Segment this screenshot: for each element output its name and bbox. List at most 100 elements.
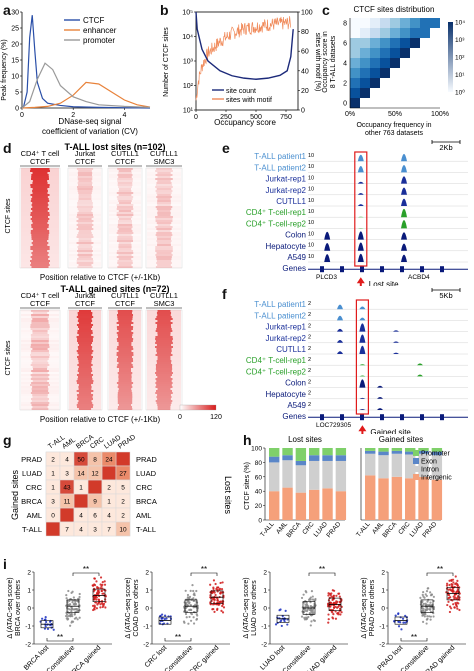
panel-d-heat-row [118,246,132,248]
panel-d-heat-bg [21,336,59,338]
panel-d-heat-bg [21,398,59,400]
panel-d-heat-row [30,310,50,312]
panel-d-heat-row [30,200,50,202]
panel-d-heat-bg [147,408,181,410]
panel-c-cell [350,78,360,88]
panel-g-value: 3 [93,527,97,534]
panel-g-value-cell [101,451,117,467]
panel-d-heat-bg [69,378,101,380]
panel-d-heat-row [157,242,171,244]
panel-d-heat-row [76,186,94,188]
panel-d-heat-bg [109,178,141,180]
panel-d-heat-bg [109,336,141,338]
panel-i-point [99,603,102,606]
panel-d-heat-bg [147,244,181,246]
panel-i-point [73,612,76,616]
panel-d-heat-bg [147,310,181,312]
panel-i-point [71,590,74,593]
panel-d-heat-bg [69,340,101,342]
panel-d-heat-row [30,212,50,214]
track-peak [324,242,331,251]
panel-d-heat-row [78,252,92,254]
panel-a-ytick-label: 15 [11,58,19,65]
panel-d-heat-bg [147,322,181,324]
panel-d-heat-row [156,352,172,354]
panel-d-heat-bg [109,354,141,356]
panel-d-heat-row [157,358,171,360]
panel-d-heat-bg [21,258,59,260]
gene-name: ACBD4 [408,274,430,281]
panel-d-heat-row [117,178,133,180]
panel-i-ytick-label: 0 [145,606,149,613]
panel-letter-f: f [222,286,227,302]
panel-d-col-label-2: CTCF [75,299,95,308]
panel-d-heat-row [155,336,173,338]
panel-d-heat-row [30,260,50,262]
panel-d-col-label-1: CUTLL1 [111,291,139,300]
panel-d-heat-bg [109,218,141,220]
panel-g-cell [45,521,61,537]
panel-d-heat-row [78,218,92,220]
panel-d-heat-bg [109,366,141,368]
panel-i-point [212,587,215,591]
panel-d-heat-bg [109,240,141,242]
panel-d-heat-bg [147,396,181,398]
track-max: 10 [308,220,314,226]
panel-h-bar-Exon [391,450,403,454]
panel-h-legend-label: Intron [421,467,439,474]
panel-d-heat-bg [69,256,101,258]
panel-d-heat-row [118,344,132,346]
panel-d-heat-bg [109,332,141,334]
panel-d-heat-bg [69,242,101,244]
panel-g-value: 3 [65,471,69,478]
panel-i-point [305,609,309,613]
panel-i-point [191,584,194,587]
panel-d-heat-row [78,384,92,386]
panel-i-point [333,589,336,592]
panel-d-heat-bg [69,176,101,178]
panel-letter-c: c [322,2,330,18]
panel-d-heat-bg [21,314,59,316]
panel-d-heat-row [156,208,172,210]
panel-i-ylabel-2: BRCA over others [15,579,22,636]
panel-d-heat-row [30,232,50,234]
panel-c-cell [410,18,420,28]
panel-d-heat-bg [109,358,141,360]
panel-d-heat-bg [109,190,141,192]
panel-d-heat-row [32,330,48,332]
track-peak [359,306,366,310]
panel-h-legend-label: Intergenic [421,475,452,482]
panel-d-heat-row [118,248,132,250]
panel-d-heat-row [116,256,134,258]
panel-i-point [456,583,459,587]
panel-i-point [404,621,407,624]
panel-d-heat-bg [109,356,141,358]
panel-d-heat-row [118,370,132,372]
panel-d-heat-bg [109,254,141,256]
highlight-box [355,299,369,415]
panel-d-side-label-top: CTCF sites [5,198,12,234]
panel-d-heat-row [156,260,172,262]
panel-d-heat-row [155,246,173,248]
panel-d-heat-bg [147,254,181,256]
panel-h-bar-Intron [322,460,333,489]
track-label: Jurkat-rep2 [266,334,307,343]
panel-i-point [429,601,432,604]
panel-g-value: 2 [107,485,111,492]
panel-d-heat-bg [147,168,181,170]
track-max: 2 [308,312,311,318]
panel-d-colorbar-min: 0 [178,414,182,421]
panel-d-heat-bg [147,380,181,382]
gene-name: LOC729305 [316,422,351,429]
panel-d-heat-bg [147,256,181,258]
panel-a-legend-CTCF: CTCF [83,16,104,25]
panel-d-heat-bg [109,202,141,204]
panel-c-cell [380,38,390,48]
panel-d-heat-row [76,258,94,260]
panel-c-cell [350,98,360,108]
panel-i-ytick-label: 2 [27,570,31,577]
panel-d-heat-bg [147,356,181,358]
panel-d-heat-bg [147,390,181,392]
panel-i-point [192,616,195,619]
